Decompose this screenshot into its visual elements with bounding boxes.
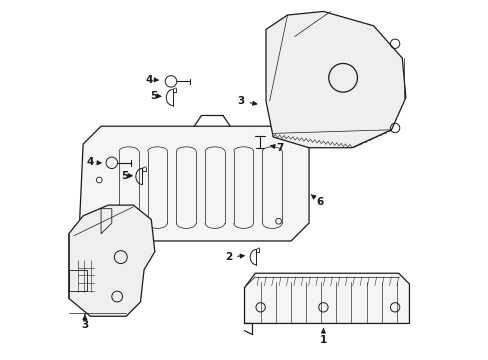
Polygon shape — [69, 205, 155, 316]
Text: 1: 1 — [319, 329, 326, 345]
Text: 7: 7 — [270, 143, 284, 153]
Text: 3: 3 — [81, 315, 88, 330]
Text: 5: 5 — [121, 171, 132, 181]
Polygon shape — [80, 126, 308, 241]
Polygon shape — [244, 273, 408, 323]
Text: 2: 2 — [224, 252, 244, 262]
Text: 4: 4 — [145, 75, 159, 85]
Polygon shape — [265, 12, 405, 148]
Text: 3: 3 — [237, 96, 256, 106]
Text: 6: 6 — [310, 195, 323, 207]
Text: 5: 5 — [150, 91, 161, 101]
Text: 4: 4 — [86, 157, 101, 167]
